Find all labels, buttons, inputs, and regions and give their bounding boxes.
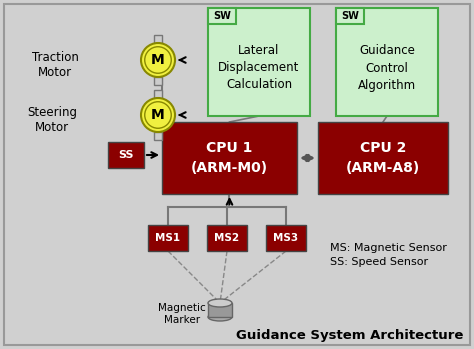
Text: CPU 1
(ARM-M0): CPU 1 (ARM-M0) — [191, 141, 268, 175]
Circle shape — [141, 43, 175, 77]
Bar — [208, 303, 232, 317]
Bar — [154, 90, 162, 98]
Text: MS2: MS2 — [214, 233, 239, 243]
Text: MS1: MS1 — [155, 233, 181, 243]
Text: SS: SS — [118, 150, 134, 160]
Text: SW: SW — [213, 11, 231, 21]
Text: M: M — [151, 53, 165, 67]
Text: Steering
Motor: Steering Motor — [27, 106, 77, 134]
Bar — [266, 225, 306, 251]
Text: Magnetic
Marker: Magnetic Marker — [158, 303, 206, 325]
Bar — [162, 122, 297, 194]
Ellipse shape — [208, 313, 232, 321]
Bar — [336, 8, 438, 116]
Bar — [154, 35, 162, 43]
Bar — [154, 132, 162, 140]
Text: MS3: MS3 — [273, 233, 299, 243]
Text: Traction
Motor: Traction Motor — [32, 51, 78, 79]
Bar — [108, 142, 144, 168]
Bar — [208, 8, 236, 24]
Bar — [318, 122, 448, 194]
Ellipse shape — [208, 299, 232, 307]
Text: Lateral
Displacement
Calculation: Lateral Displacement Calculation — [219, 45, 300, 91]
Text: CPU 2
(ARM-A8): CPU 2 (ARM-A8) — [346, 141, 420, 175]
Text: MS: Magnetic Sensor
SS: Speed Sensor: MS: Magnetic Sensor SS: Speed Sensor — [330, 243, 447, 267]
Bar — [148, 225, 188, 251]
Text: SW: SW — [341, 11, 359, 21]
Text: Guidance
Control
Algorithm: Guidance Control Algorithm — [358, 45, 416, 91]
Bar — [154, 77, 162, 85]
Bar — [207, 225, 247, 251]
Bar — [208, 8, 310, 116]
Text: Guidance System Architecture: Guidance System Architecture — [237, 328, 464, 342]
Circle shape — [141, 98, 175, 132]
Text: M: M — [151, 108, 165, 122]
Bar — [336, 8, 364, 24]
